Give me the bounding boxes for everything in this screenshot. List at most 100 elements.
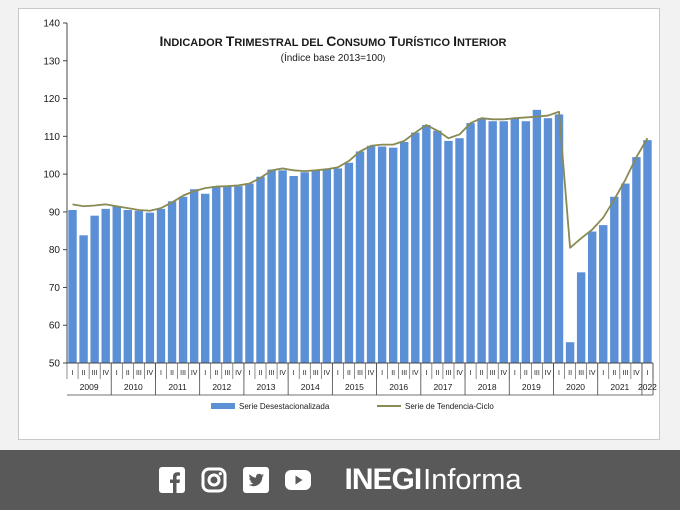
bar [466, 123, 475, 363]
quarter-label: I [381, 370, 383, 377]
quarter-label: I [204, 370, 206, 377]
bar [632, 157, 641, 363]
year-label: 2009 [80, 382, 99, 392]
quarter-label: III [92, 370, 98, 377]
quarter-label: II [82, 370, 86, 377]
quarter-label: II [524, 370, 528, 377]
bar [643, 140, 652, 363]
quarter-label: III [269, 370, 275, 377]
quarter-label: IV [500, 370, 507, 377]
bar [422, 125, 431, 363]
bar [455, 138, 464, 363]
quarter-label: III [224, 370, 230, 377]
quarter-label: IV [368, 370, 375, 377]
bar [355, 151, 365, 363]
legend: Serie Desestacionalizada Serie de Tenden… [211, 402, 494, 411]
bar [278, 170, 287, 363]
y-axis: 50 60 70 80 90 100 110 120 130 140 [43, 19, 68, 370]
year-label: 2021 [610, 382, 629, 392]
bar [576, 272, 586, 363]
bar [543, 118, 553, 363]
bar [499, 121, 508, 363]
bar [377, 146, 387, 363]
bar [167, 201, 177, 363]
quarter-label: I [646, 370, 648, 377]
legend-label-trend: Serie de Tendencia-Ciclo [405, 402, 494, 411]
quarter-label: II [568, 370, 572, 377]
quarter-label: IV [191, 370, 198, 377]
bar [388, 147, 398, 363]
quarter-label: III [490, 370, 496, 377]
quarter-label: I [116, 370, 118, 377]
quarter-label: III [622, 370, 628, 377]
y-tick-label: 60 [49, 321, 61, 332]
quarter-label: II [126, 370, 130, 377]
twitter-icon[interactable] [242, 466, 270, 494]
bar [256, 176, 265, 363]
bar [234, 186, 243, 363]
year-label: 2010 [124, 382, 143, 392]
bar [400, 142, 409, 363]
quarter-label: III [401, 370, 407, 377]
bar [322, 169, 332, 363]
brand-light: Informa [423, 464, 522, 496]
quarter-label: IV [589, 370, 596, 377]
bar [189, 189, 199, 363]
quarter-label: II [391, 370, 395, 377]
y-tick-label: 50 [49, 359, 61, 370]
y-tick-label: 100 [43, 170, 60, 181]
bar [532, 109, 542, 363]
quarter-label: II [612, 370, 616, 377]
bar [101, 208, 110, 363]
quarter-label: IV [545, 370, 552, 377]
trend-series [72, 110, 649, 249]
bar [565, 342, 575, 363]
y-tick-label: 130 [43, 56, 60, 67]
quarter-label: II [259, 370, 263, 377]
bar [289, 176, 298, 363]
quarter-label: III [313, 370, 319, 377]
quarter-label: I [293, 370, 295, 377]
bar [112, 206, 121, 363]
quarter-label: II [214, 370, 218, 377]
quarter-label: II [435, 370, 439, 377]
quarter-label: I [160, 370, 162, 377]
quarter-label: III [357, 370, 363, 377]
chart-frame: INDICADOR TRIMESTRAL DEL CONSUMO TURÍSTI… [18, 8, 660, 440]
year-label: 2022 [638, 382, 657, 392]
instagram-icon[interactable] [200, 466, 228, 494]
bar [90, 215, 99, 363]
youtube-icon[interactable] [284, 466, 312, 494]
bar [411, 132, 420, 363]
bar [477, 118, 486, 363]
quarter-label: I [337, 370, 339, 377]
quarter-label: II [170, 370, 174, 377]
bar-series [68, 109, 652, 363]
quarter-label: II [303, 370, 307, 377]
chart-title: INDICADOR TRIMESTRAL DEL CONSUMO TURÍSTI… [160, 33, 507, 49]
quarter-label: IV [456, 370, 463, 377]
footer-bar: INEGI Informa [0, 450, 680, 510]
year-label: 2020 [566, 382, 585, 392]
quarter-label: IV [102, 370, 109, 377]
quarter-label: II [347, 370, 351, 377]
bar [300, 172, 309, 363]
quarter-label: III [534, 370, 540, 377]
bar [311, 170, 320, 363]
bar [201, 193, 210, 363]
legend-label-bars: Serie Desestacionalizada [239, 402, 330, 411]
quarter-label: I [425, 370, 427, 377]
inegi-informa-logo: INEGI Informa [344, 463, 521, 497]
bar [521, 121, 531, 363]
bar [145, 212, 155, 363]
y-tick-label: 120 [43, 94, 60, 105]
bar [510, 118, 519, 363]
quarter-label: IV [147, 370, 154, 377]
chart: INDICADOR TRIMESTRAL DEL CONSUMO TURÍSTI… [43, 19, 657, 412]
bar [156, 208, 166, 363]
quarter-label: III [136, 370, 142, 377]
bar [123, 210, 133, 363]
bar [68, 210, 77, 363]
facebook-icon[interactable] [158, 466, 186, 494]
quarter-label: IV [633, 370, 640, 377]
